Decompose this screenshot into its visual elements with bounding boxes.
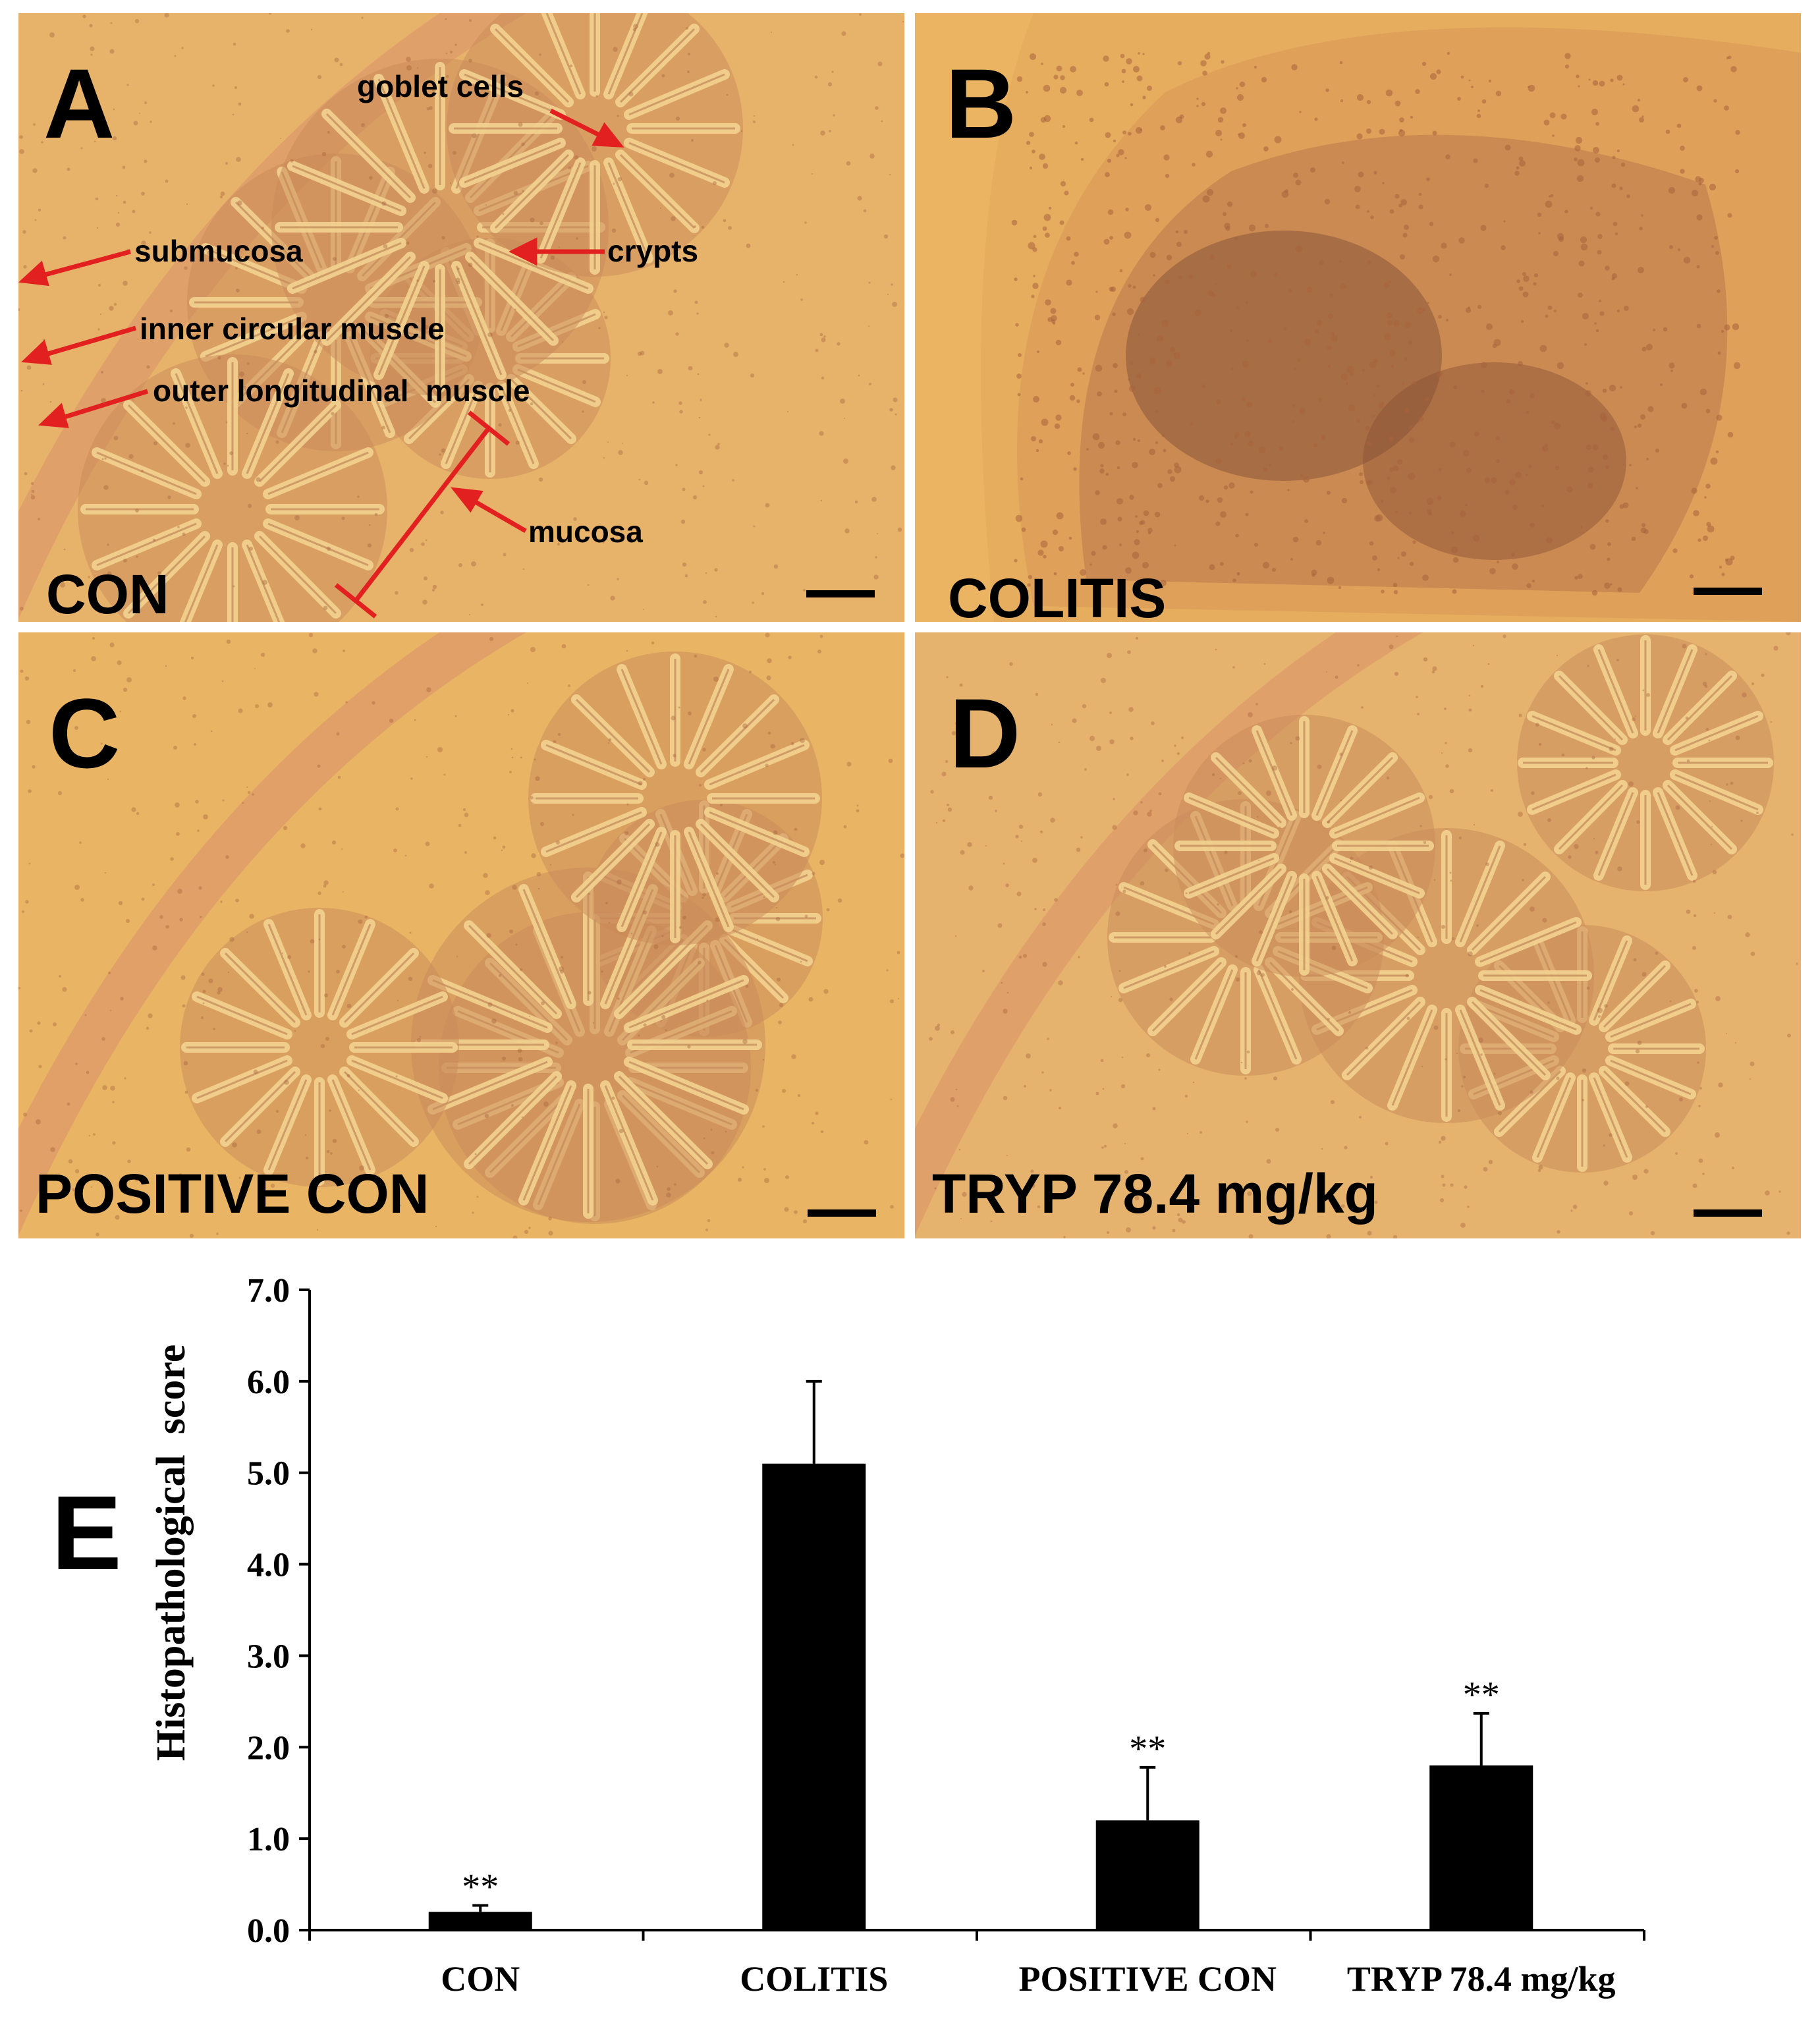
panel-label-con: CON [46,563,169,622]
arrowhead-crypts [509,237,538,266]
arrowhead-mucosa [451,487,483,513]
scale-bar-b [1694,588,1762,595]
significance-marker: ** [462,1867,499,1908]
panel-c-micrograph: C POSITIVE CON [18,632,904,1238]
x-tick-label: COLITIS [740,1959,888,1999]
annotation-mucosa: mucosa [528,514,643,549]
y-tick-label: 5.0 [247,1455,290,1493]
y-tick-label: 4.0 [247,1547,290,1584]
panel-letter-d: D [949,678,1021,789]
bar [762,1463,866,1930]
tissue-structures [18,632,904,1238]
panel-d-micrograph: D TRYP 78.4 mg/kg [915,632,1801,1238]
tissue-structures [18,13,904,622]
annotation-outer-longitudinal-muscle: outer longitudinal muscle [153,374,530,408]
micrograph-d-image [915,632,1801,1238]
y-tick-label: 2.0 [247,1729,290,1767]
micrograph-a-image [18,13,904,622]
arrowhead-outer-longitudinal [38,402,69,428]
micrograph-b-image [915,13,1801,622]
panel-letter-c: C [49,678,121,789]
panel-letter-e: E [51,1474,122,1592]
bar [1095,1820,1200,1930]
significance-marker: ** [1129,1729,1166,1769]
mucosa-depth-cap-bottom [334,583,377,619]
arrow-inner-circular [36,325,136,360]
mucosa-depth-cap-top [467,410,510,446]
arrowhead-inner-circular [21,339,52,365]
y-tick-label: 0.0 [247,1912,290,1950]
x-tick-label: CON [441,1959,520,1999]
scale-bar-a [806,590,875,597]
x-tick-label: TRYP 78.4 mg/kg [1347,1959,1616,1999]
mucosa-depth-bar [354,426,491,603]
panel-letter-a: A [43,48,115,159]
y-tick-label: 1.0 [247,1821,290,1858]
annotation-arrows [18,108,624,619]
histopathological-score-bar-chart: E Histopathological score 0.0 1.0 2.0 3.0 4.… [51,1272,1645,1999]
significance-marker: ** [1463,1675,1500,1715]
y-axis-label: Histopathological score [149,1344,194,1761]
micrograph-c-image [18,632,904,1238]
annotation-crypts: crypts [607,234,699,268]
y-tick-label: 3.0 [247,1638,290,1675]
arrowhead-goblet-cells [592,122,624,148]
x-tick-labels: CON COLITIS POSITIVE CON TRYP 78.4 mg/kg [441,1959,1615,1999]
arrow-submucosa [32,249,131,281]
panel-label-positive-con: POSITIVE CON [36,1163,429,1225]
scale-bar-c [808,1209,876,1217]
x-tick-label: POSITIVE CON [1018,1959,1277,1999]
y-tick-labels: 0.0 1.0 2.0 3.0 4.0 5.0 6.0 7.0 [247,1272,290,1950]
annotation-submucosa: submucosa [134,234,303,268]
arrow-outer-longitudinal [53,389,149,423]
arrowhead-submucosa [18,260,49,287]
panel-label-tryp: TRYP 78.4 mg/kg [932,1163,1378,1225]
panel-label-colitis: COLITIS [948,567,1167,622]
panel-b-micrograph: B COLITIS [915,13,1801,622]
bar [428,1912,532,1930]
bar-series: ** ** ** [428,1379,1533,1930]
tissue-structures [915,13,1801,622]
tissue-structures [915,632,1798,1238]
y-tick-label: 7.0 [247,1272,290,1310]
y-tick-label: 6.0 [247,1364,290,1401]
annotation-inner-circular-muscle: inner circular muscle [140,312,445,346]
bar [1429,1765,1533,1930]
panel-a-micrograph: A CON goblet cells crypts submucosa inne… [18,13,904,622]
panel-letter-b: B [945,48,1017,159]
scale-bar-d [1694,1209,1762,1217]
annotation-goblet-cells: goblet cells [357,69,524,103]
